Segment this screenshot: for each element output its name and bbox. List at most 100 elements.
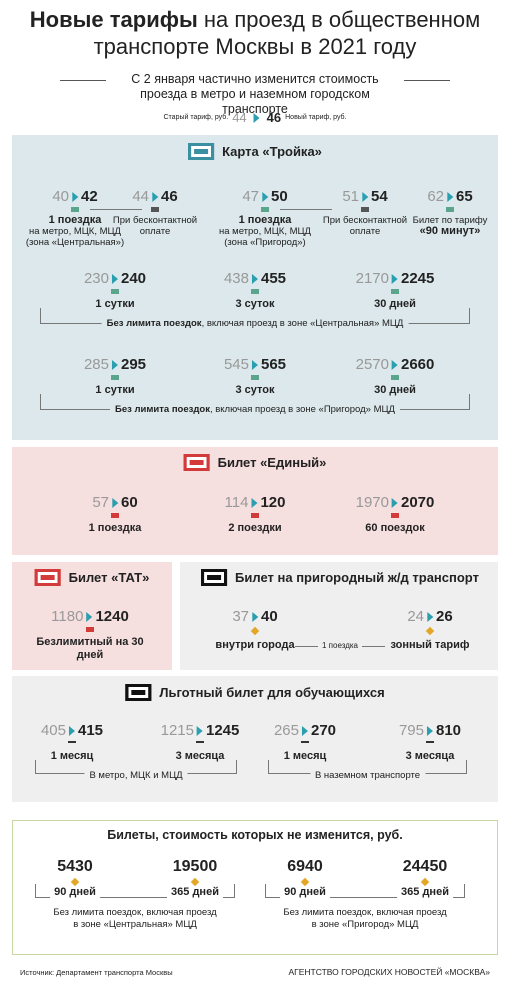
section-title: Билет «Единый» (183, 454, 326, 471)
label-line: на метро, МЦК, МЦД (зона «Пригород») (219, 226, 311, 248)
note-bold: Без лимита поездок (106, 318, 202, 329)
note: В наземном транспорте (314, 770, 421, 781)
new-price: 40 (261, 608, 278, 625)
old-price: 44 (132, 188, 149, 205)
arrow (252, 360, 258, 371)
new-price: 810 (436, 722, 462, 739)
price: 37 40 (232, 608, 277, 625)
label-line: При бесконтактной оплате (322, 215, 408, 237)
pass-label: 1 сутки (95, 298, 135, 310)
new-price: 65 (456, 188, 473, 205)
icon (251, 289, 259, 294)
section-title: Карта «Тройка» (188, 143, 322, 160)
connector (90, 209, 142, 210)
icon (151, 207, 159, 212)
suburban-panel (180, 562, 498, 670)
old-price: 545 (223, 356, 249, 373)
arrow (392, 498, 398, 509)
section-icon (34, 569, 61, 586)
title: Новые тарифы на проезд в общественном тр… (10, 6, 500, 60)
arrow (262, 192, 268, 203)
arrow (392, 274, 398, 285)
price: 2570 2660 (356, 356, 435, 373)
price: 57 60 (92, 494, 137, 511)
section-icon (125, 684, 152, 701)
new-price: 26 (436, 608, 453, 625)
arrow (252, 274, 258, 285)
pass-label: 30 дней (374, 384, 416, 396)
icon (251, 513, 259, 518)
ticket-label: 3 месяца (405, 750, 455, 762)
price: 795 810 (399, 722, 461, 739)
troika-panel (12, 135, 498, 440)
legend-new-label: Новый тариф, руб. (285, 114, 347, 121)
ticket-label: 2 поездки (228, 522, 282, 534)
price: 47 50 (242, 188, 287, 205)
arrow (252, 612, 258, 623)
bracket-note: Без лимита поездок, включая проезд в зон… (110, 404, 400, 415)
new-price: 1240 (95, 608, 129, 625)
tick (196, 741, 204, 743)
old-price: 2170 (355, 270, 389, 287)
pass-label: 3 суток (235, 298, 275, 310)
note: , включая проезд в зоне «Пригород» МЦД (209, 404, 395, 415)
arrow (197, 726, 203, 737)
icon (111, 375, 119, 380)
new-price: 2660 (401, 356, 435, 373)
ticket-label: Безлимитный на 30 дней (36, 636, 144, 661)
old-price: 285 (83, 356, 109, 373)
bracket-note: В метро, МЦК и МЦД (84, 770, 188, 781)
price: 438 455 (224, 270, 286, 287)
arrow (253, 112, 260, 123)
section-title-text: Билет «ТАТ» (68, 570, 150, 585)
section-title-text: Льготный билет для обучающихся (159, 685, 385, 700)
bracket-note: Без лимита поездок, включая проезд в зон… (101, 318, 409, 329)
old-price: 24 (407, 608, 424, 625)
old-price: 57 (92, 494, 109, 511)
legend-old-label: Старый тариф, руб. (163, 114, 229, 121)
ticket-label: внутри города (215, 639, 295, 651)
bracket (265, 884, 465, 898)
ticket-label: 1 поездка на метро, МЦК, МЦД (зона «Приго… (210, 215, 320, 249)
tick (426, 741, 434, 743)
bracket-note: В наземном транспорте (309, 770, 426, 781)
icon (391, 375, 399, 380)
section-title: Льготный билет для обучающихся (125, 684, 385, 701)
pass-label: 30 дней (374, 298, 416, 310)
old-price: 795 (398, 722, 424, 739)
new-price: 1245 (206, 722, 240, 739)
section-icon (201, 569, 228, 586)
label-line: Билет по тарифу (412, 215, 488, 226)
price: 230 240 (84, 270, 146, 287)
price: 1215 1245 (161, 722, 240, 739)
price: 40 42 (52, 188, 97, 205)
icon (361, 207, 369, 212)
old-price: 114 (224, 494, 249, 511)
ticket-label: 1 месяц (283, 750, 327, 762)
ticket-label: Билет по тарифу «90 минут» (395, 215, 505, 237)
arrow (112, 360, 118, 371)
ticket-label: 1 поездка на метро, МЦК, МЦД (зона «Центр… (20, 215, 130, 249)
arrow (86, 612, 93, 623)
icon (71, 207, 79, 212)
section-title: Билет на пригородный ж/д транспорт (201, 569, 479, 586)
old-price: 37 (232, 608, 249, 625)
section-title-text: Билет на пригородный ж/д транспорт (235, 570, 479, 585)
old-price: 1215 (160, 722, 194, 739)
price: 6940 (287, 858, 323, 875)
arrow (427, 612, 433, 623)
arrow (112, 274, 118, 285)
price: 114 120 (225, 494, 286, 511)
note-bold: Без лимита поездок (115, 404, 210, 415)
arrow (392, 360, 398, 371)
ticket-label: 365 дней (167, 886, 223, 898)
note: , включая проезд в зоне «Центральная» МЦ… (201, 318, 404, 329)
price: 2170 2245 (356, 270, 435, 287)
rule (404, 80, 450, 81)
ticket-label: 365 дней (397, 886, 453, 898)
legend: Старый тариф, руб. 44 46 Новый тариф, руб. (164, 110, 347, 125)
price: 24 26 (407, 608, 452, 625)
new-price: 2245 (401, 270, 435, 287)
price: 24450 (402, 858, 448, 875)
